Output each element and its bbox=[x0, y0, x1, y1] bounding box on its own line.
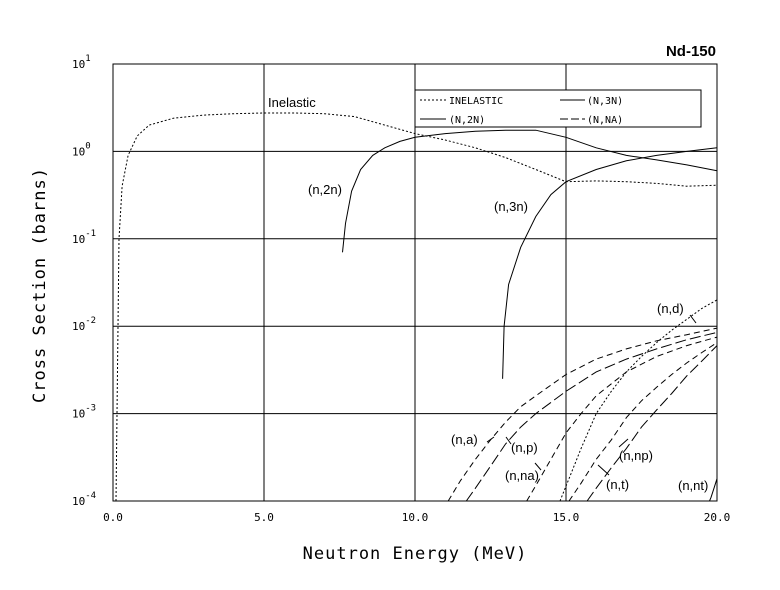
series-nna bbox=[526, 336, 718, 502]
series-n2n bbox=[342, 129, 718, 253]
legend-label-n2n: (N,2N) bbox=[449, 115, 485, 126]
y-tick-label: 10-4 bbox=[72, 491, 96, 508]
annotation-na: (n,a) bbox=[451, 432, 478, 447]
series-nnp bbox=[568, 342, 718, 502]
leader-nna bbox=[534, 462, 542, 471]
annotation-np: (n,p) bbox=[511, 440, 538, 455]
annotation-n3n: (n,3n) bbox=[494, 199, 528, 214]
x-tick-label: 5.0 bbox=[254, 511, 274, 524]
leader-na bbox=[486, 436, 495, 443]
tick-labels: 0.0 5.0 10.0 15.0 20.0 10-4 10-3 10-2 10-1 100 101 bbox=[72, 54, 730, 524]
grid bbox=[113, 64, 717, 501]
series-n3n bbox=[502, 147, 718, 379]
leader-nt bbox=[597, 464, 610, 476]
series-nnt bbox=[709, 478, 718, 502]
series-nd bbox=[559, 299, 718, 502]
y-tick-label: 101 bbox=[72, 54, 91, 71]
legend-box bbox=[414, 89, 702, 128]
annotation-nna: (n,na) bbox=[505, 468, 539, 483]
legend: INELASTIC (N,3N) (N,2N) (N,NA) bbox=[414, 89, 702, 128]
chart-title: Nd-150 bbox=[666, 43, 716, 60]
series-nt bbox=[586, 345, 718, 502]
leader-nnp bbox=[618, 438, 629, 448]
legend-label-n3n: (N,3N) bbox=[587, 96, 623, 107]
legend-label-inelastic: INELASTIC bbox=[449, 96, 503, 107]
legend-label-nna: (N,NA) bbox=[587, 115, 623, 126]
leader-nd bbox=[689, 314, 697, 324]
series-inelastic bbox=[115, 112, 718, 502]
annotation-nnp: (n,np) bbox=[619, 448, 653, 463]
series-na bbox=[447, 327, 718, 502]
x-tick-label: 20.0 bbox=[704, 511, 731, 524]
x-tick-label: 0.0 bbox=[103, 511, 123, 524]
annotation-n2n: (n,2n) bbox=[308, 182, 342, 197]
annotation-nd: (n,d) bbox=[657, 301, 684, 316]
annotation-nt: (n,t) bbox=[606, 477, 629, 492]
annotations: Inelastic (n,2n) (n,3n) (n,d) (n,a) (n,p… bbox=[268, 95, 708, 493]
y-tick-label: 10-3 bbox=[72, 404, 96, 421]
x-tick-label: 15.0 bbox=[553, 511, 580, 524]
x-axis-title: Neutron Energy (MeV) bbox=[303, 544, 528, 564]
y-axis-title: Cross Section (barns) bbox=[30, 167, 50, 403]
leader-np bbox=[505, 436, 512, 445]
x-tick-label: 10.0 bbox=[402, 511, 429, 524]
y-tick-label: 10-1 bbox=[72, 229, 96, 246]
series-np bbox=[465, 331, 718, 502]
plot-frame bbox=[112, 63, 718, 502]
series-lines bbox=[115, 112, 718, 502]
annotation-nnt: (n,nt) bbox=[678, 478, 708, 493]
annotation-inelastic: Inelastic bbox=[268, 95, 316, 110]
y-tick-label: 10-2 bbox=[72, 316, 96, 333]
y-tick-label: 100 bbox=[72, 141, 91, 158]
